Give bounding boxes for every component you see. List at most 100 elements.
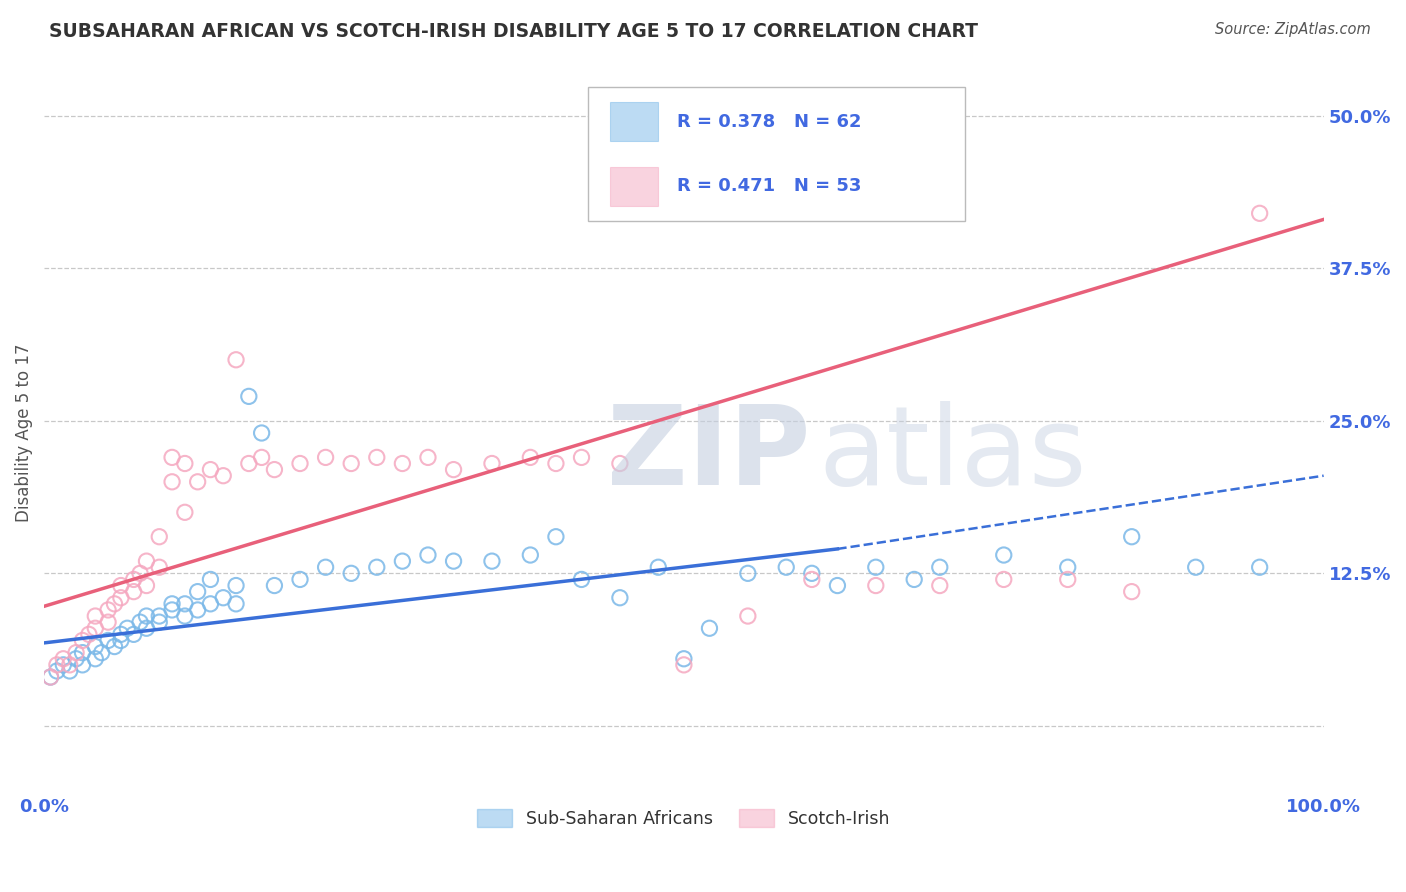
Point [737, 609, 759, 624]
Point [39, 670, 62, 684]
Point [609, 591, 631, 605]
Point [225, 597, 247, 611]
Point [173, 597, 195, 611]
Point [84, 652, 107, 666]
Point [647, 560, 669, 574]
Point [110, 627, 132, 641]
Point [200, 597, 222, 611]
Point [97, 633, 120, 648]
Text: R = 0.378   N = 62: R = 0.378 N = 62 [678, 112, 862, 130]
Point [391, 457, 413, 471]
Point [519, 548, 541, 562]
Point [122, 573, 145, 587]
Point [122, 584, 145, 599]
FancyBboxPatch shape [588, 87, 966, 220]
Point [340, 566, 363, 581]
Point [800, 566, 823, 581]
Point [1249, 206, 1271, 220]
Point [519, 450, 541, 465]
Text: ZIP: ZIP [607, 401, 810, 508]
Point [72, 646, 94, 660]
Point [84, 640, 107, 654]
Point [443, 462, 465, 476]
Point [263, 462, 285, 476]
Point [103, 640, 125, 654]
Point [288, 573, 311, 587]
Point [571, 450, 593, 465]
Point [135, 621, 157, 635]
Text: atlas: atlas [818, 401, 1087, 508]
Point [1056, 560, 1078, 574]
Point [340, 457, 363, 471]
Point [59, 657, 82, 672]
Point [288, 457, 311, 471]
Point [160, 475, 183, 489]
Point [84, 609, 107, 624]
Point [366, 450, 388, 465]
Point [263, 578, 285, 592]
Text: Source: ZipAtlas.com: Source: ZipAtlas.com [1215, 22, 1371, 37]
Point [129, 566, 152, 581]
Point [173, 609, 195, 624]
Point [200, 573, 222, 587]
Point [544, 457, 567, 471]
Point [416, 548, 439, 562]
Point [1121, 584, 1143, 599]
Point [45, 657, 67, 672]
Point [993, 548, 1015, 562]
Point [122, 627, 145, 641]
Bar [610, 167, 658, 206]
Point [865, 560, 887, 574]
Point [481, 554, 503, 568]
Point [315, 560, 337, 574]
Point [173, 505, 195, 519]
Point [110, 578, 132, 592]
Point [110, 591, 132, 605]
Point [160, 597, 183, 611]
Point [544, 530, 567, 544]
Point [90, 646, 112, 660]
Point [225, 578, 247, 592]
Point [443, 554, 465, 568]
Point [865, 578, 887, 592]
Point [225, 352, 247, 367]
Y-axis label: Disability Age 5 to 17: Disability Age 5 to 17 [15, 343, 32, 522]
Point [97, 603, 120, 617]
Point [59, 664, 82, 678]
Point [238, 389, 260, 403]
Point [250, 450, 273, 465]
Point [571, 573, 593, 587]
Point [117, 621, 139, 635]
Text: SUBSAHARAN AFRICAN VS SCOTCH-IRISH DISABILITY AGE 5 TO 17 CORRELATION CHART: SUBSAHARAN AFRICAN VS SCOTCH-IRISH DISAB… [49, 22, 979, 41]
Point [699, 621, 721, 635]
Point [135, 609, 157, 624]
Point [135, 578, 157, 592]
Point [160, 450, 183, 465]
Point [481, 457, 503, 471]
Point [928, 560, 950, 574]
Point [160, 603, 183, 617]
Point [148, 530, 170, 544]
Point [1056, 573, 1078, 587]
Point [800, 573, 823, 587]
Point [775, 560, 797, 574]
Legend: Sub-Saharan Africans, Scotch-Irish: Sub-Saharan Africans, Scotch-Irish [471, 802, 897, 835]
Point [52, 652, 75, 666]
Point [315, 450, 337, 465]
Point [238, 457, 260, 471]
Point [187, 584, 209, 599]
Point [148, 560, 170, 574]
Point [1249, 560, 1271, 574]
Point [187, 603, 209, 617]
Point [391, 554, 413, 568]
Point [672, 657, 695, 672]
Point [148, 615, 170, 629]
Point [97, 615, 120, 629]
Point [737, 566, 759, 581]
Text: R = 0.471   N = 53: R = 0.471 N = 53 [678, 178, 862, 195]
Bar [610, 102, 658, 142]
Point [827, 578, 849, 592]
Point [103, 597, 125, 611]
Point [672, 652, 695, 666]
Point [45, 664, 67, 678]
